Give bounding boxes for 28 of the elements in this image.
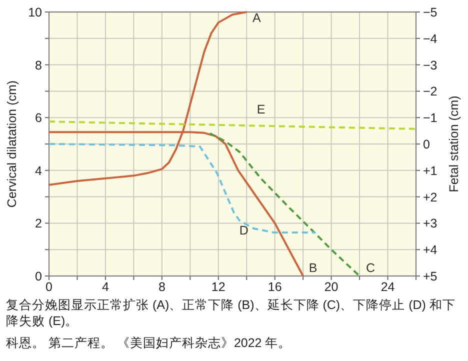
- text: 科恩。 第二产程。 《美国妇产科杂志》2022 年。: [6, 335, 292, 351]
- x-tick-label: 8: [158, 280, 166, 294]
- y-tick-label: 0: [35, 270, 42, 284]
- y2-tick-label: +4: [423, 243, 438, 258]
- y-axis-title: Cervical dilatation (cm): [5, 80, 19, 208]
- y2-tick-label: +5: [423, 270, 438, 284]
- y-tick-label: 2: [35, 216, 42, 231]
- y2-tick-label: −1: [423, 111, 438, 126]
- y2-tick-label: +2: [423, 190, 438, 204]
- text: 复合分娩图显示正常扩张 (A)、正常下降 (B)、延长下降 (C)、下降停止 (D) 和下降失败 (E)。: [6, 297, 456, 329]
- y2-tick-label: −3: [423, 58, 438, 72]
- y2-axis-title: Fetal station (cm): [447, 96, 461, 192]
- x-tick-label: 24: [380, 280, 395, 294]
- x-tick-label: 16: [268, 280, 282, 294]
- y2-tick-label: −2: [423, 84, 438, 99]
- y2-tick-label: −4: [423, 32, 438, 46]
- y2-tick-label: −5: [423, 6, 438, 20]
- y2-tick-label: +3: [423, 216, 438, 231]
- x-tick-label: 20: [324, 280, 338, 294]
- x-tick-label: 12: [211, 280, 226, 294]
- y2-tick-label: 0: [423, 138, 430, 152]
- y-tick-label: 4: [35, 164, 42, 178]
- x-tick-label: 0: [46, 280, 53, 294]
- y2-tick-label: +1: [423, 164, 438, 178]
- x-tick-label: 4: [102, 280, 109, 294]
- y-tick-label: 10: [28, 6, 42, 20]
- y-tick-label: 8: [35, 58, 42, 72]
- y-tick-label: 6: [35, 111, 42, 126]
